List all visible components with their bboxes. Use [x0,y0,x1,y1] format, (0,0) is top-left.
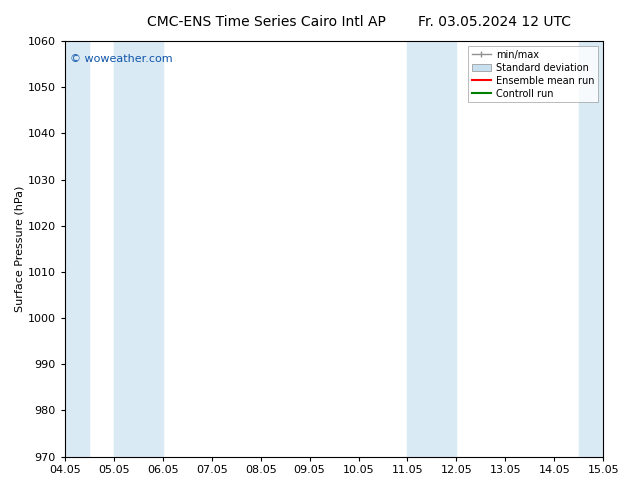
Legend: min/max, Standard deviation, Ensemble mean run, Controll run: min/max, Standard deviation, Ensemble me… [468,46,598,102]
Bar [65,41,89,457]
Bar [114,41,163,457]
Bar [579,41,603,457]
Bar [408,41,456,457]
Text: Fr. 03.05.2024 12 UTC: Fr. 03.05.2024 12 UTC [418,15,571,29]
Y-axis label: Surface Pressure (hPa): Surface Pressure (hPa) [15,186,25,312]
Text: CMC-ENS Time Series Cairo Intl AP: CMC-ENS Time Series Cairo Intl AP [147,15,385,29]
Text: © woweather.com: © woweather.com [70,53,173,64]
